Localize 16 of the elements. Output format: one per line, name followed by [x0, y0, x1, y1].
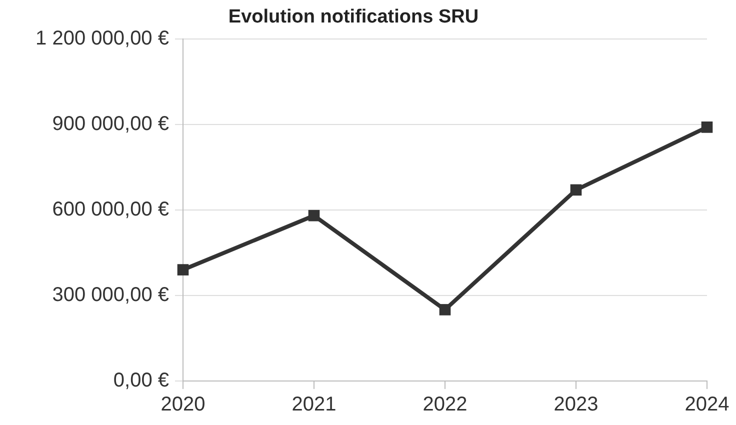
x-tick-label: 2024 — [684, 394, 730, 416]
point — [308, 210, 320, 222]
y-tick-label: 300 000,00 € — [52, 284, 169, 306]
x-tick-label: 2021 — [292, 394, 336, 416]
point — [177, 264, 189, 276]
y-tick-label: 900 000,00 € — [52, 112, 169, 135]
point — [439, 304, 451, 316]
y-tick-label: 1 200 000,00 € — [36, 27, 169, 50]
chart-title: Evolution notifications SRU — [228, 6, 479, 28]
x-tick-label: 2023 — [554, 394, 598, 416]
y-tick-label: 0,00 € — [113, 370, 169, 392]
x-tick-label: 2022 — [422, 394, 468, 416]
y-tick-label: 600 000,00 € — [52, 198, 169, 220]
point — [701, 122, 713, 133]
x-tick-label: 2020 — [160, 394, 206, 416]
point — [570, 184, 582, 196]
